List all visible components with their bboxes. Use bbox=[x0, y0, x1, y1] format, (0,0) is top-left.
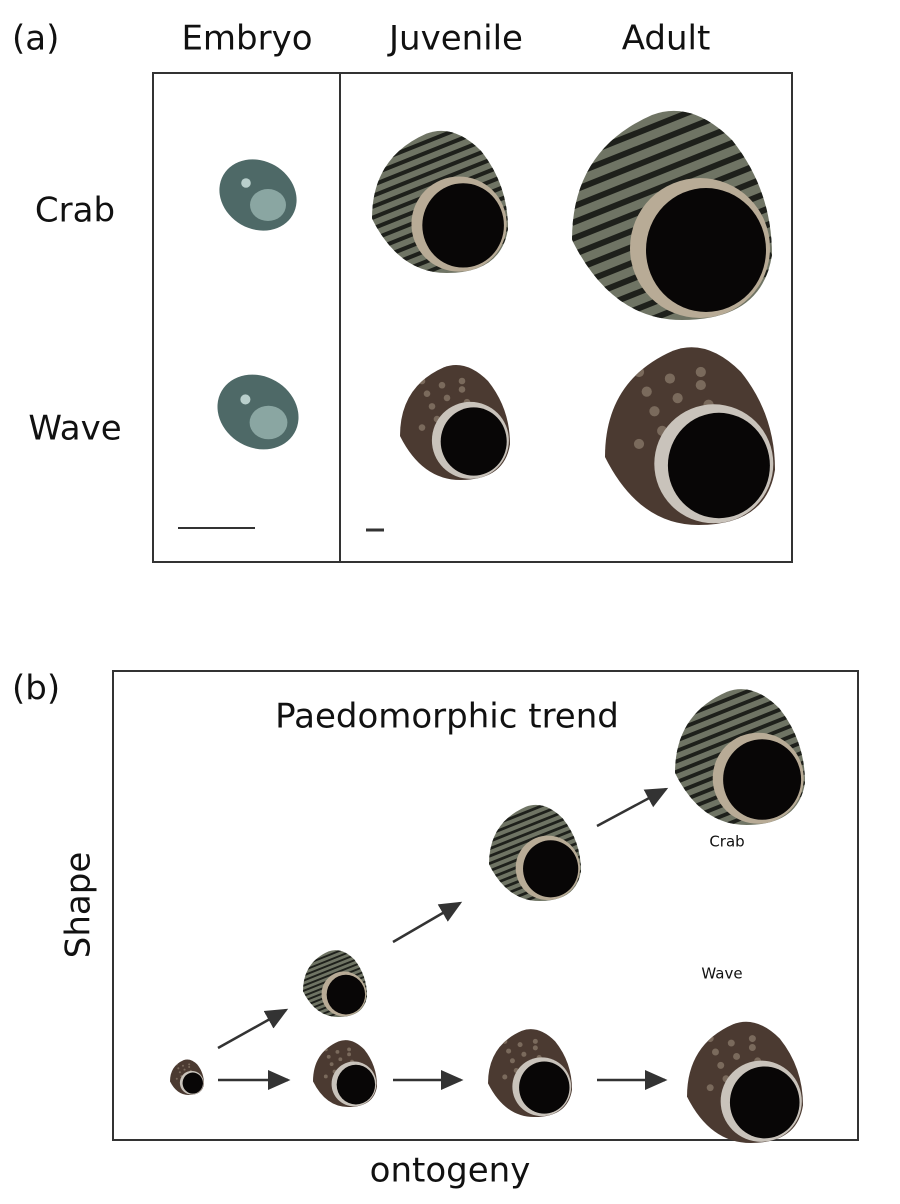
dark-shell bbox=[488, 1029, 572, 1117]
striped-shell bbox=[675, 689, 805, 825]
series-label: Crab bbox=[709, 833, 744, 851]
series-label: Wave bbox=[701, 965, 742, 983]
column-label: Adult bbox=[622, 19, 711, 59]
striped-shell bbox=[372, 130, 508, 273]
panel-label: (a) bbox=[12, 19, 59, 59]
x-axis-label: ontogeny bbox=[370, 1151, 531, 1191]
dark-shell bbox=[170, 1059, 204, 1095]
panel-b-frame bbox=[112, 670, 859, 1141]
panel-title: Paedomorphic trend bbox=[275, 697, 619, 737]
striped-shell bbox=[572, 110, 772, 320]
y-axis-label: Shape bbox=[59, 852, 99, 958]
dark-shell bbox=[687, 1021, 803, 1143]
embryo-shell bbox=[217, 374, 299, 450]
panel-label: (b) bbox=[12, 669, 60, 709]
arrows bbox=[217, 787, 669, 1090]
panel-a-frame bbox=[152, 72, 793, 563]
column-label: Embryo bbox=[181, 19, 312, 59]
embryo-shell bbox=[219, 159, 297, 231]
column-label: Juvenile bbox=[387, 19, 523, 59]
dark-shell bbox=[605, 347, 775, 525]
dark-shell bbox=[313, 1040, 377, 1107]
striped-shell bbox=[489, 804, 581, 901]
dark-shell bbox=[400, 365, 510, 480]
row-label: Wave bbox=[28, 409, 121, 449]
striped-shell bbox=[303, 950, 367, 1017]
row-label: Crab bbox=[35, 191, 115, 231]
